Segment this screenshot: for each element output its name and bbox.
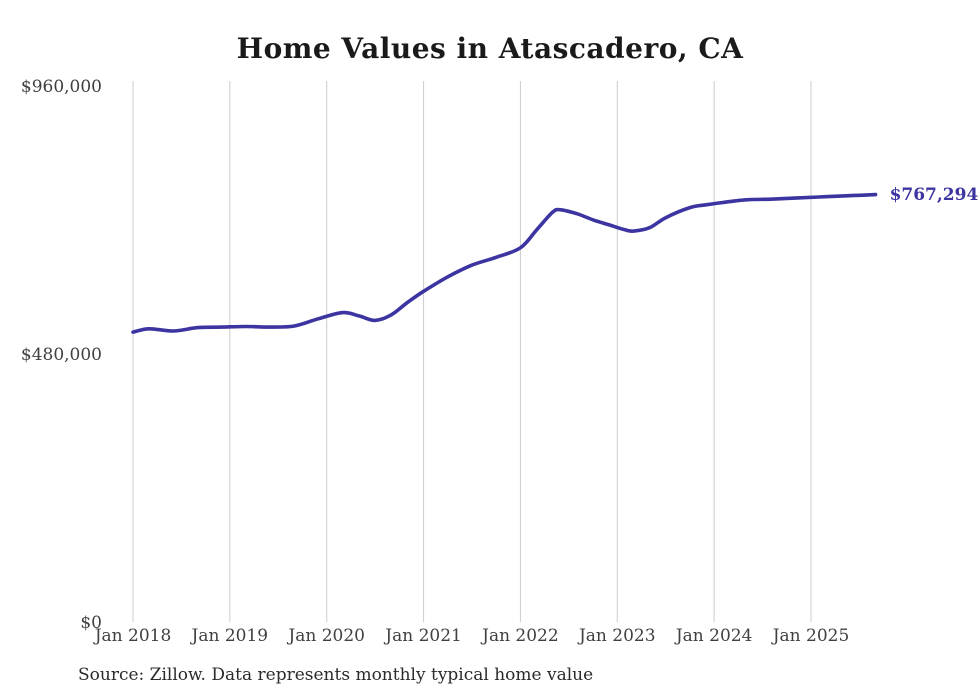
x-tick-label: Jan 2018 — [94, 626, 172, 646]
y-tick-label: $480,000 — [20, 345, 102, 365]
x-tick-label: Jan 2025 — [772, 626, 850, 646]
source-note: Source: Zillow. Data represents monthly … — [78, 665, 594, 685]
y-tick-label: $960,000 — [20, 77, 102, 97]
current-value-label: $767,294 — [889, 184, 979, 205]
x-tick-label: Jan 2023 — [578, 626, 656, 646]
x-tick-label: Jan 2019 — [191, 626, 269, 646]
y-tick-label: $0 — [80, 613, 102, 633]
x-tick-label: Jan 2024 — [675, 626, 753, 646]
home-value-line — [131, 192, 878, 334]
chart-title: Home Values in Atascadero, CA — [236, 32, 744, 65]
x-tick-label: Jan 2022 — [482, 626, 559, 646]
x-tick-label: Jan 2020 — [288, 626, 365, 646]
x-tick-label: Jan 2021 — [385, 626, 462, 646]
